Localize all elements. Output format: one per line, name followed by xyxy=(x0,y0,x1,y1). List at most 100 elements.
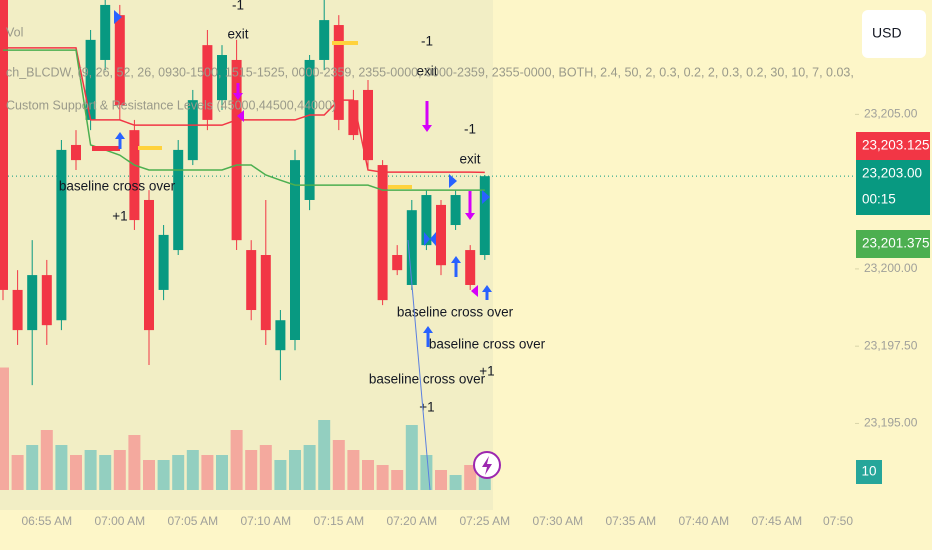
volume-bar xyxy=(435,470,447,490)
volume-bar xyxy=(274,460,287,490)
x-tick-label: 07:00 AM xyxy=(94,514,145,528)
volume-bar xyxy=(40,430,53,490)
annotation: -1 xyxy=(232,0,244,13)
currency-label[interactable]: USD xyxy=(872,25,902,41)
candle-body xyxy=(173,149,184,251)
volume-bar xyxy=(230,430,243,490)
indicator-line xyxy=(3,49,485,191)
markers xyxy=(92,10,501,491)
countdown: 00:15 xyxy=(862,192,896,207)
candle-body xyxy=(333,25,344,120)
axis-layer: 06:55 AM 07:00 AM 07:05 AM 07:10 AM 07:15 AM… xyxy=(21,107,930,528)
volume-bar xyxy=(347,450,360,490)
volume-bar xyxy=(99,455,112,490)
x-tick-label: 07:15 AM xyxy=(313,514,364,528)
volume-bar xyxy=(216,455,228,490)
candle-body xyxy=(71,144,81,161)
level-marker xyxy=(92,146,120,151)
volume-bar xyxy=(128,435,141,490)
price-axis xyxy=(855,0,932,550)
legend-indicator: ch_BLCDW, (9, 26, 52, 26, 0930-1500, 151… xyxy=(6,65,899,79)
signal-triangle xyxy=(449,174,457,188)
x-tick-label: 07:10 AM xyxy=(240,514,291,528)
currency-button[interactable] xyxy=(862,10,926,58)
down-arrow xyxy=(233,83,243,100)
x-tick-label: 07:45 AM xyxy=(751,514,802,528)
candle-body xyxy=(217,55,227,101)
annotation: exit xyxy=(227,27,248,42)
candle-body xyxy=(304,59,315,200)
candle-body xyxy=(85,39,96,120)
volume-bar xyxy=(143,460,155,490)
candle-body xyxy=(187,100,198,161)
x-tick-label: 07:40 AM xyxy=(678,514,729,528)
annotation: baseline cross over xyxy=(397,305,514,320)
volume-bar xyxy=(172,455,185,490)
legend-levels: Custom Support & Resistance Levels (4500… xyxy=(6,98,336,112)
candle-body xyxy=(158,234,169,290)
volume-bar xyxy=(420,455,433,490)
volume-bar xyxy=(449,475,462,490)
candle-body xyxy=(27,275,38,331)
x-tick-label: 07:05 AM xyxy=(167,514,218,528)
price-label-box xyxy=(856,132,930,160)
x-tick-label: 06:55 AM xyxy=(21,514,72,528)
candle-body xyxy=(421,195,432,246)
candle-body xyxy=(100,4,111,60)
candle-body xyxy=(41,275,52,326)
down-arrow xyxy=(422,101,432,132)
volume-bar xyxy=(376,465,389,490)
volume-label-box xyxy=(856,460,882,484)
y-tick-label: 23,205.00 xyxy=(864,107,918,121)
candle-body xyxy=(231,59,242,241)
alert-icon-bolt xyxy=(482,456,492,475)
signal-triangle xyxy=(237,110,244,122)
signal-triangle xyxy=(471,285,478,297)
y-tick-label: 23,200.00 xyxy=(864,261,918,275)
volume-label: 10 xyxy=(861,464,876,479)
volume-bar xyxy=(318,420,331,490)
candle-body xyxy=(465,250,476,285)
signal-triangle xyxy=(482,190,490,204)
volume-bar xyxy=(186,450,199,490)
volume-bar xyxy=(70,455,82,490)
price-label: 23,203.125 xyxy=(862,138,930,153)
annotation: +1 xyxy=(479,364,494,379)
candle-body xyxy=(363,89,373,161)
up-arrow xyxy=(423,326,433,347)
annotation: exit xyxy=(459,152,480,167)
signal-triangle xyxy=(424,232,436,246)
volume-bar xyxy=(391,470,404,490)
annotation: baseline cross over xyxy=(429,337,546,352)
level-marker xyxy=(388,185,412,189)
x-tick-label: 07:50 xyxy=(823,514,853,528)
candle-body xyxy=(436,204,446,266)
volume-bar xyxy=(362,460,374,490)
legend-volume: Vol xyxy=(6,25,23,39)
volume-bar xyxy=(405,425,418,490)
candle-body xyxy=(260,255,271,331)
candle-body xyxy=(129,130,140,221)
price-label-box xyxy=(856,230,930,258)
candle-body xyxy=(144,199,154,331)
candle-body xyxy=(202,45,213,120)
up-arrow xyxy=(451,256,461,277)
volume-bar xyxy=(464,465,477,490)
candle-body xyxy=(377,165,388,301)
annotation: baseline cross over xyxy=(59,179,176,194)
candle-body xyxy=(56,149,67,321)
candle-body xyxy=(319,20,330,60)
volume-bar xyxy=(11,455,24,490)
volume-bar xyxy=(26,445,39,490)
volume-bar xyxy=(289,450,301,490)
volume-bar xyxy=(0,367,9,490)
volume-bar xyxy=(245,450,258,490)
signal-triangle xyxy=(114,10,122,24)
annotation: baseline cross over xyxy=(369,372,486,387)
volume-bar xyxy=(84,450,97,490)
annotation: -1 xyxy=(421,34,433,49)
candle-body xyxy=(12,289,23,331)
volume-bar xyxy=(113,450,126,490)
